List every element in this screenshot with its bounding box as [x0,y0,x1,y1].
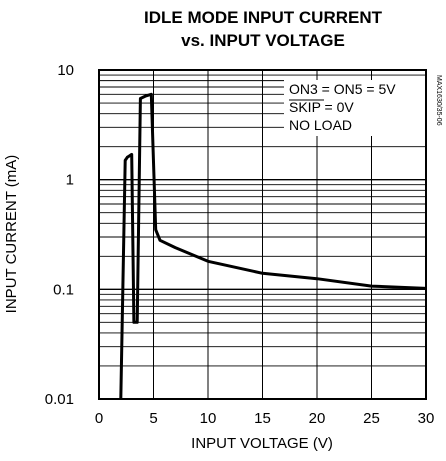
x-tick-label-4: 20 [309,410,326,427]
y-tick-label-3: 10 [57,62,74,79]
series-layer [119,92,427,400]
annotation-line-1: ON3 = ON5 = 5V [289,81,396,97]
chart-title: IDLE MODE INPUT CURRENT [144,8,383,27]
x-tick-labels: 0 5 10 15 20 25 30 [95,410,435,427]
y-tick-label-0: 0.01 [45,391,74,408]
y-axis-label: INPUT CURRENT (mA) [3,155,20,314]
x-tick-label-1: 5 [149,410,157,427]
x-tick-label-2: 10 [200,410,217,427]
x-tick-label-0: 0 [95,410,103,427]
y-tick-label-2: 1 [66,172,74,189]
annotation-line-3: NO LOAD [289,117,352,133]
x-tick-label-3: 15 [254,410,271,427]
annotation-box: ON3 = ON5 = 5V SKIP = 0V NO LOAD [284,80,426,136]
plot-frame [98,69,427,400]
x-axis-label: INPUT VOLTAGE (V) [191,435,333,452]
x-tick-label-5: 25 [363,410,380,427]
series-line-0 [119,92,427,400]
y-tick-labels: 0.01 0.1 1 10 [45,62,74,408]
y-tick-label-1: 0.1 [53,281,74,298]
annotation-line-2: SKIP = 0V [289,99,354,115]
figure-id-label: MAX1630/35-06 [435,75,442,126]
chart-subtitle: vs. INPUT VOLTAGE [181,31,345,50]
annotation-background [284,80,426,136]
x-tick-label-6: 30 [418,410,435,427]
